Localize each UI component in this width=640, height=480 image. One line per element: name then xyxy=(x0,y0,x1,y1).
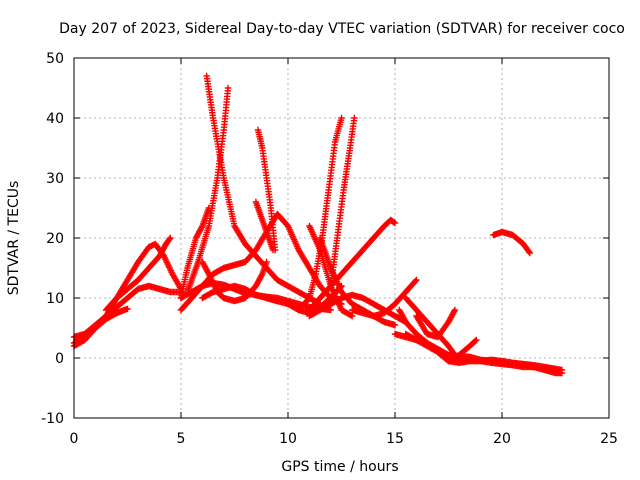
data-point xyxy=(271,246,279,254)
series-t5 xyxy=(177,204,213,302)
data-point xyxy=(526,249,534,257)
y-tick-label: -10 xyxy=(41,411,64,427)
data-point xyxy=(338,114,345,122)
x-tick-label: 15 xyxy=(386,431,404,447)
series-t8 xyxy=(184,84,232,296)
x-tick-label: 20 xyxy=(493,431,511,447)
data-point xyxy=(124,305,131,312)
data-point xyxy=(349,312,356,320)
x-tick-label: 25 xyxy=(600,431,618,447)
series-t19 xyxy=(306,216,399,314)
data-point xyxy=(412,277,419,285)
data-point xyxy=(167,234,174,242)
series-t28 xyxy=(490,228,534,257)
data-point xyxy=(525,248,533,255)
y-tick-label: 0 xyxy=(55,351,64,367)
y-tick-label: 40 xyxy=(46,111,64,127)
series-t13 xyxy=(254,126,279,254)
y-tick-label: 50 xyxy=(46,51,64,67)
y-axis-label: SDTVAR / TECUs xyxy=(6,181,22,296)
series-t3 xyxy=(70,305,131,347)
data-point xyxy=(305,295,312,303)
y-axis: -10 0 10 20 30 40 50 xyxy=(41,51,609,427)
data-point xyxy=(552,366,559,374)
x-tick-label: 0 xyxy=(70,431,79,447)
data-point xyxy=(451,306,459,314)
data-point xyxy=(327,306,334,314)
data-point xyxy=(224,84,232,92)
chart-title: Day 207 of 2023, Sidereal Day-to-day VTE… xyxy=(59,21,625,37)
y-tick-label: 20 xyxy=(46,231,64,247)
series-t4 xyxy=(102,234,174,314)
data-point xyxy=(263,258,270,266)
y-tick-label: 10 xyxy=(46,291,64,307)
x-tick-label: 5 xyxy=(177,431,186,447)
data-point xyxy=(391,321,399,329)
series-t21 xyxy=(349,276,420,320)
data-point xyxy=(413,276,420,284)
data-point xyxy=(391,219,399,227)
data-point xyxy=(472,337,479,345)
data-point xyxy=(558,366,566,374)
data-point xyxy=(351,114,358,122)
data-point xyxy=(473,336,480,344)
x-axis: 0 5 10 15 20 25 xyxy=(70,58,618,447)
data-point xyxy=(166,236,173,243)
series-t15 xyxy=(295,114,345,314)
series-t26 xyxy=(413,306,459,341)
x-axis-label: GPS time / hours xyxy=(281,459,398,475)
data-point xyxy=(390,219,398,226)
plot-area xyxy=(70,72,566,377)
series-t27 xyxy=(434,336,480,365)
y-tick-label: 30 xyxy=(46,171,64,187)
series-t16 xyxy=(327,114,358,290)
series-t10 xyxy=(199,258,270,305)
series-t20 xyxy=(306,291,409,326)
x-tick-label: 10 xyxy=(279,431,297,447)
